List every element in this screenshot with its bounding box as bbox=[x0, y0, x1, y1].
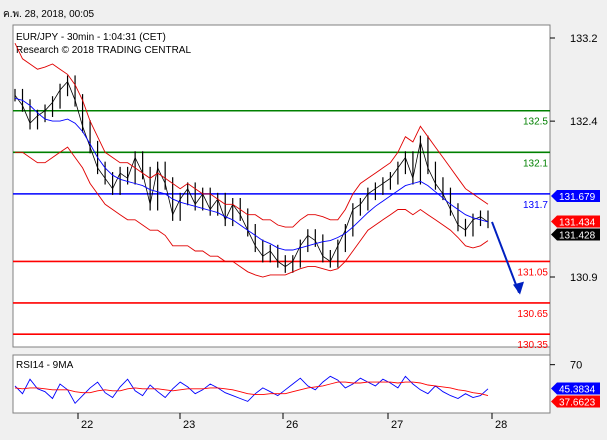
chart-subtitle: Research © 2018 TRADING CENTRAL bbox=[16, 45, 191, 56]
price-badge-label-2: 131.428 bbox=[559, 231, 596, 242]
level-label-5: 130.35 bbox=[517, 340, 548, 351]
rsi-tick-label: 70 bbox=[570, 360, 582, 372]
lower-band-line bbox=[15, 146, 489, 278]
level-label-4: 130.65 bbox=[517, 309, 548, 320]
rsi-badge-1 bbox=[551, 395, 600, 408]
y-tick-label-1: 132.4 bbox=[570, 116, 598, 128]
chart-title: EUR/JPY - 30min - 1:04:31 (CET) bbox=[16, 32, 166, 43]
rsi-title: RSI14 - 9MA bbox=[16, 360, 74, 371]
rsi-plot-area bbox=[12, 354, 551, 414]
x-tick-label-1: 23 bbox=[183, 419, 195, 431]
price-badge-label-0: 131.679 bbox=[559, 192, 596, 203]
rsi-badge-0 bbox=[551, 382, 600, 395]
x-tick-label-0: 22 bbox=[81, 419, 93, 431]
rsi-line bbox=[14, 375, 489, 405]
main-plot-area bbox=[12, 24, 551, 348]
level-label-1: 132.1 bbox=[523, 158, 548, 169]
price-badge-0 bbox=[551, 190, 600, 203]
forecast-arrow-shaft bbox=[491, 221, 520, 293]
moving-average-line bbox=[14, 97, 489, 251]
price-badge-1 bbox=[551, 215, 600, 228]
rsi-badge-label-1: 37.6623 bbox=[559, 397, 596, 408]
upper-band-line bbox=[14, 43, 489, 228]
level-label-0: 132.5 bbox=[523, 117, 548, 128]
y-tick-label-0: 133.2 bbox=[570, 33, 598, 45]
level-label-3: 131.05 bbox=[517, 267, 548, 278]
rsi-ma-line bbox=[14, 381, 489, 397]
x-tick-label-3: 27 bbox=[391, 419, 403, 431]
price-line bbox=[14, 80, 489, 268]
rsi-badge-label-0: 45.3834 bbox=[559, 384, 596, 395]
forecast-arrow-head bbox=[513, 281, 524, 295]
price-badge-label-1: 131.434 bbox=[559, 218, 596, 229]
price-badge-2 bbox=[551, 228, 600, 241]
level-label-2: 131.7 bbox=[523, 200, 548, 211]
x-tick-label-2: 26 bbox=[286, 419, 298, 431]
y-tick-label-2: 130.9 bbox=[570, 272, 598, 284]
x-tick-label-4: 28 bbox=[495, 419, 507, 431]
chart-datetime: ค.พ. 28, 2018, 00:05 bbox=[3, 9, 95, 20]
